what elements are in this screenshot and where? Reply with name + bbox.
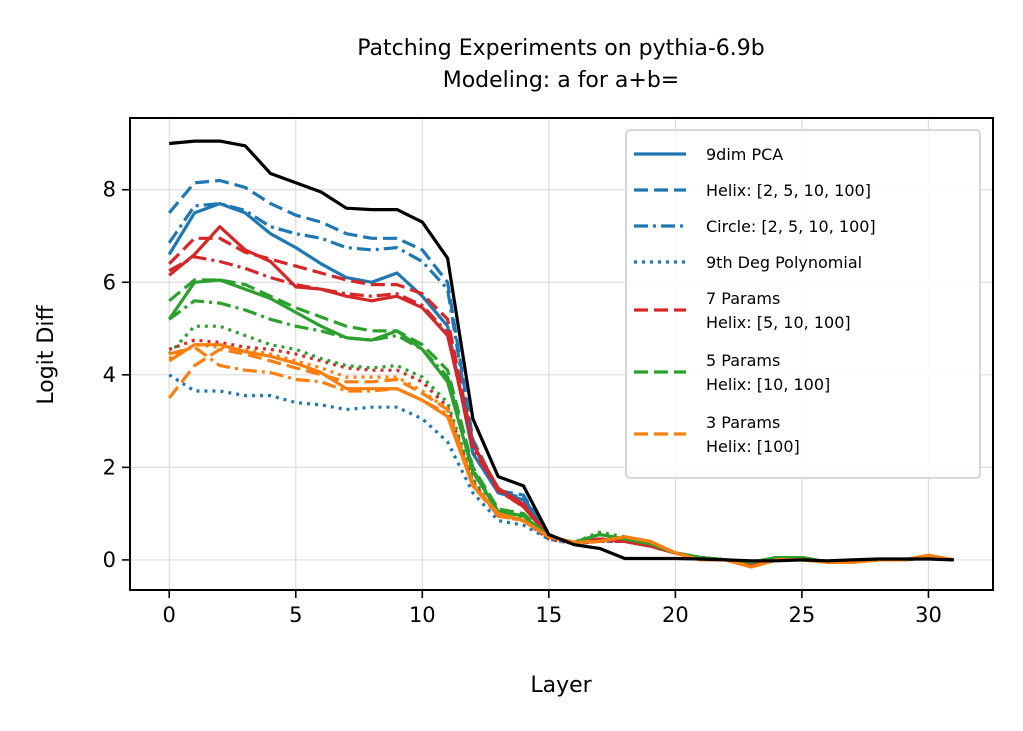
legend-label: Circle: [2, 5, 10, 100]: [706, 217, 876, 236]
y-tick-label: 8: [103, 178, 116, 202]
legend-label: Helix: [5, 10, 100]: [706, 313, 851, 332]
y-axis-label: Logit Diff: [34, 305, 59, 405]
x-tick-label: 25: [789, 603, 816, 627]
chart-subtitle: Modeling: a for a+b=: [443, 68, 680, 93]
legend-label: 9dim PCA: [706, 145, 783, 164]
legend-label: Helix: [100]: [706, 437, 800, 456]
series-line-4: [168, 373, 954, 567]
axis-ticks: 0 5 10 15 20 25 30 0 2 4 6 8: [103, 178, 942, 627]
plot-frame: [129, 117, 994, 591]
baseline-line: [169, 139, 954, 563]
legend-label: Helix: [10, 100]: [706, 375, 830, 394]
legend-label: 9th Deg Polynomial: [706, 253, 862, 272]
chart-title: Patching Experiments on pythia-6.9b: [357, 36, 764, 61]
y-tick-label: 2: [103, 455, 116, 479]
legend-label: 3 Params: [706, 413, 780, 432]
x-tick-label: 20: [662, 603, 689, 627]
legend-label: 7 Params: [706, 289, 780, 308]
x-tick-label: 5: [289, 603, 302, 627]
y-tick-label: 4: [103, 363, 116, 387]
series-layer: [167, 139, 955, 569]
legend-box: [625, 129, 981, 479]
y-tick-label: 6: [103, 270, 116, 294]
x-axis-label: Layer: [530, 673, 592, 698]
x-tick-label: 10: [409, 603, 436, 627]
x-tick-label: 30: [915, 603, 942, 627]
y-tick-label: 0: [103, 548, 116, 572]
legend-label: Helix: [2, 5, 10, 100]: [706, 181, 871, 200]
series-line-16: [168, 343, 955, 569]
legend: 9dim PCA Helix: [2, 5, 10, 100] Circle: [2…: [625, 129, 981, 479]
legend-label: 5 Params: [706, 351, 780, 370]
x-tick-label: 0: [163, 603, 176, 627]
x-tick-label: 15: [535, 603, 562, 627]
